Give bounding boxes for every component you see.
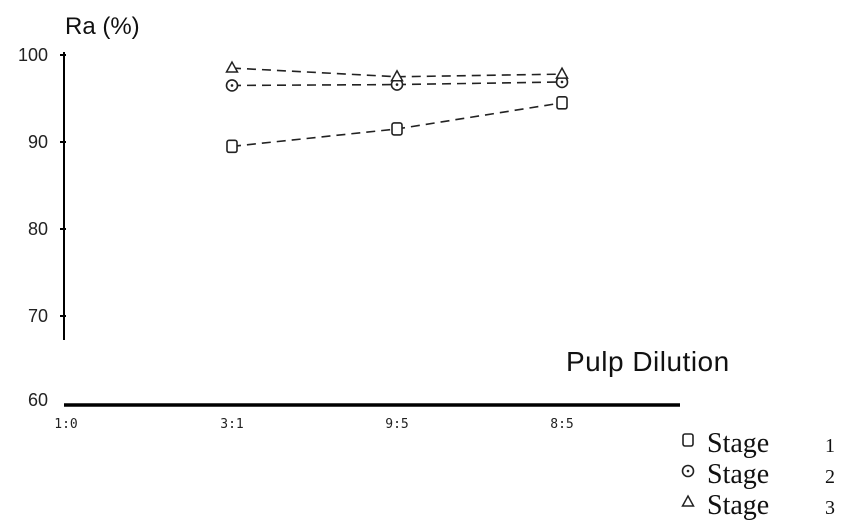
- y-ticks: 60 70 80 90 100: [18, 45, 66, 410]
- marker-square-point: [556, 96, 568, 110]
- marker-circle-legend: [681, 464, 695, 478]
- legend-label: Stage: [707, 490, 769, 521]
- x-ticks: 1:0 3:1 9:5 8:5: [54, 417, 573, 432]
- legend-item: Stage 3: [681, 490, 835, 521]
- legend-number: 2: [825, 466, 835, 488]
- marker-triangle-legend: [681, 494, 695, 507]
- legend-item: Stage 1: [682, 428, 835, 459]
- marker-square-point: [391, 122, 403, 136]
- marker-square-point: [226, 139, 238, 154]
- legend-number: 1: [825, 435, 835, 457]
- series-group: [225, 60, 569, 154]
- x-tick-label: 1:0: [54, 417, 77, 432]
- x-tick-label: 8:5: [550, 417, 573, 432]
- marker-triangle-point: [225, 60, 239, 73]
- x-tick-label: 3:1: [220, 417, 243, 432]
- legend-label: Stage: [707, 459, 769, 490]
- legend-label: Stage: [707, 428, 769, 459]
- series-stage-1: [226, 96, 568, 154]
- y-tick-label: 90: [28, 132, 48, 152]
- series-stage-3: [225, 60, 569, 82]
- x-axis-label: Pulp Dilution: [566, 346, 730, 377]
- y-tick-label: 60: [28, 390, 48, 410]
- marker-square-legend: [682, 433, 694, 447]
- legend-number: 3: [825, 497, 835, 519]
- legend-item: Stage 2: [681, 459, 835, 490]
- marker-triangle-point: [555, 66, 569, 79]
- marker-triangle-point: [390, 69, 404, 82]
- x-tick-label: 9:5: [385, 417, 408, 432]
- chart-axes: [63, 52, 680, 407]
- legend: Stage 1 Stage 2 Stage 3: [681, 428, 835, 521]
- y-tick-label: 80: [28, 219, 48, 239]
- marker-circle-point: [225, 79, 239, 92]
- series-stage-2: [225, 75, 569, 92]
- y-axis-label: Ra (%): [65, 13, 140, 40]
- y-tick-label: 100: [18, 45, 48, 65]
- y-tick-label: 70: [28, 306, 48, 326]
